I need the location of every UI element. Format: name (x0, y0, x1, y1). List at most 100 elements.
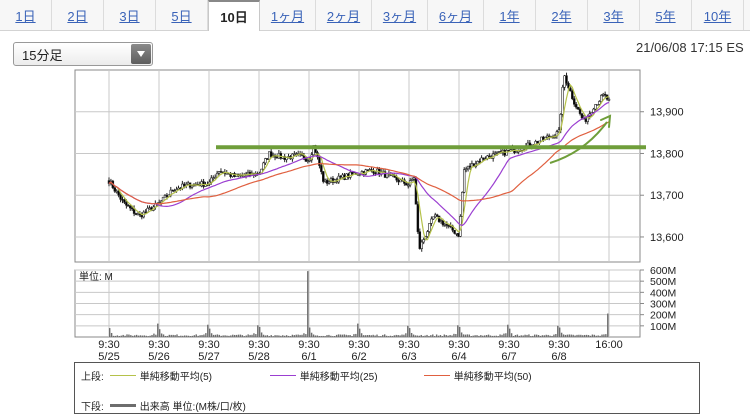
volume-bar (528, 334, 530, 337)
x-time-label: 9:30 (498, 339, 519, 351)
volume-bar (210, 333, 213, 337)
interval-select[interactable]: 15分足 (13, 42, 153, 66)
candle-body (146, 207, 149, 213)
x-time-label: 9:30 (548, 339, 569, 351)
volume-bar (274, 335, 276, 337)
volume-bar (510, 333, 513, 337)
volume-bar (451, 335, 453, 337)
tab-3-day[interactable]: 3日 (104, 0, 156, 30)
volume-bar (407, 325, 409, 337)
tab-2-month[interactable]: 2ヶ月 (316, 0, 372, 30)
candle-body (517, 150, 520, 153)
volume-bar (301, 334, 303, 337)
volume-bar (524, 334, 526, 337)
x-date-label: 6/1 (301, 351, 316, 363)
volume-tick-label: 600M (650, 265, 676, 277)
volume-bar (389, 335, 392, 337)
volume-bar (234, 334, 236, 337)
candle-body (410, 178, 414, 181)
volume-bar (174, 335, 176, 337)
x-time-label: 9:30 (398, 339, 419, 351)
x-date-label: 5/25 (98, 351, 119, 363)
candle-body (144, 211, 147, 214)
volume-bar (341, 334, 344, 337)
volume-bar (497, 336, 499, 337)
tab-5-year[interactable]: 5年 (640, 0, 692, 30)
price-tick-label: 13,800 (650, 148, 684, 160)
tab-3-year[interactable]: 3年 (588, 0, 640, 30)
tab-1-year[interactable]: 1年 (484, 0, 536, 30)
tab-3-month[interactable]: 3ヶ月 (372, 0, 428, 30)
tab-1-day[interactable]: 1日 (0, 0, 52, 30)
x-time-label: 9:30 (348, 339, 369, 351)
volume-bar (222, 335, 224, 337)
volume-bar (145, 335, 147, 337)
volume-bar (318, 336, 321, 337)
volume-bar (247, 334, 249, 337)
volume-bar (230, 335, 232, 337)
tab-6-month[interactable]: 6ヶ月 (428, 0, 484, 30)
volume-bar (507, 324, 509, 337)
volume-bar (607, 313, 609, 337)
x-time-label: 9:30 (98, 339, 119, 351)
volume-bar (295, 334, 297, 337)
volume-bar (243, 336, 246, 337)
x-time-label: 9:30 (148, 339, 169, 351)
volume-bar (118, 336, 121, 337)
tab-2-day[interactable]: 2日 (52, 0, 104, 30)
volume-bar (349, 334, 351, 337)
tab-1-month[interactable]: 1ヶ月 (260, 0, 316, 30)
volume-bar (462, 334, 465, 337)
volume-bar (249, 334, 251, 337)
candle-body (412, 177, 416, 180)
candle-body (293, 153, 296, 156)
candle-body (482, 157, 485, 160)
candle-body (163, 195, 167, 198)
volume-bar (170, 334, 172, 337)
candle-body (268, 151, 271, 160)
x-time-label: 9:30 (198, 339, 219, 351)
tab-2-year[interactable]: 2年 (536, 0, 588, 30)
volume-bar (399, 335, 401, 337)
volume-bar (374, 335, 376, 337)
volume-bar (209, 328, 211, 337)
volume-bar (460, 332, 463, 337)
volume-tick-label: 200M (650, 310, 676, 322)
volume-bar (320, 335, 322, 337)
volume-bar (201, 334, 203, 337)
volume-bar (364, 335, 367, 337)
volume-bar (162, 334, 165, 337)
volume-bar (332, 336, 334, 337)
volume-bar (457, 325, 459, 337)
candle-body (488, 155, 491, 158)
volume-bar (593, 334, 596, 337)
volume-bar (472, 335, 474, 337)
volume-bar (284, 335, 286, 337)
candle-body (584, 118, 588, 122)
volume-bar (428, 335, 430, 337)
volume-bar (357, 323, 359, 337)
volume-bar (132, 335, 134, 337)
volume-bar (193, 335, 196, 337)
candle-body (426, 231, 429, 237)
tab-10-day[interactable]: 10日 (208, 0, 260, 31)
tab-5-day[interactable]: 5日 (156, 0, 208, 30)
volume-bar (603, 334, 605, 337)
volume-bar (205, 333, 207, 337)
volume-bar (397, 335, 399, 337)
candle-body (327, 181, 331, 184)
candle-body (225, 172, 228, 175)
candle-body (422, 239, 425, 243)
volume-bar (378, 336, 380, 337)
volume-bar (245, 335, 247, 337)
tab-10-year[interactable]: 10年 (692, 0, 744, 30)
volume-bar (178, 336, 180, 337)
volume-bar (299, 334, 301, 337)
x-time-label: 9:30 (298, 339, 319, 351)
candle-body (395, 176, 398, 181)
candle-body (445, 223, 449, 226)
volume-bar (555, 334, 557, 337)
candle-body (453, 229, 456, 234)
candle-body (432, 216, 435, 220)
